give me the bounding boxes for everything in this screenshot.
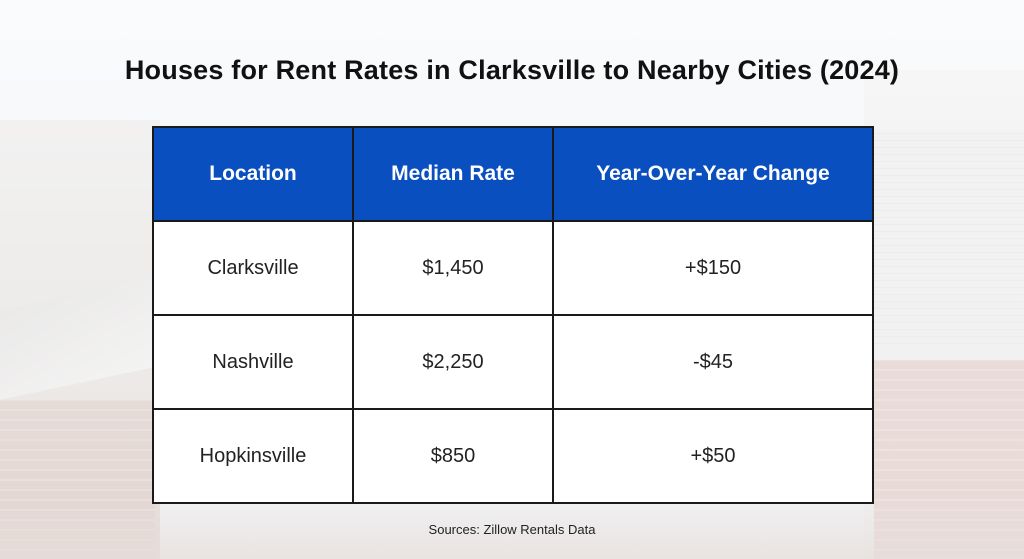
cell-location: Hopkinsville bbox=[152, 408, 354, 504]
cell-location: Nashville bbox=[152, 314, 354, 410]
source-note: Sources: Zillow Rentals Data bbox=[428, 522, 596, 537]
table-header-row: Location Median Rate Year-Over-Year Chan… bbox=[152, 126, 874, 222]
chart-title: Houses for Rent Rates in Clarksville to … bbox=[124, 55, 900, 85]
background-ground bbox=[0, 499, 1024, 559]
column-header-location: Location bbox=[152, 126, 354, 222]
cell-yoy-change: -$45 bbox=[552, 314, 874, 410]
cell-median-rate: $1,450 bbox=[352, 220, 554, 316]
column-header-yoy-change: Year-Over-Year Change bbox=[552, 126, 874, 222]
table-row: Nashville $2,250 -$45 bbox=[152, 314, 874, 410]
cell-median-rate: $850 bbox=[352, 408, 554, 504]
table-row: Hopkinsville $850 +$50 bbox=[152, 408, 874, 504]
cell-yoy-change: +$50 bbox=[552, 408, 874, 504]
cell-location: Clarksville bbox=[152, 220, 354, 316]
table-row: Clarksville $1,450 +$150 bbox=[152, 220, 874, 316]
rates-table: Location Median Rate Year-Over-Year Chan… bbox=[152, 126, 874, 504]
cell-yoy-change: +$150 bbox=[552, 220, 874, 316]
background-siding-right bbox=[874, 130, 1024, 350]
cell-median-rate: $2,250 bbox=[352, 314, 554, 410]
column-header-median-rate: Median Rate bbox=[352, 126, 554, 222]
